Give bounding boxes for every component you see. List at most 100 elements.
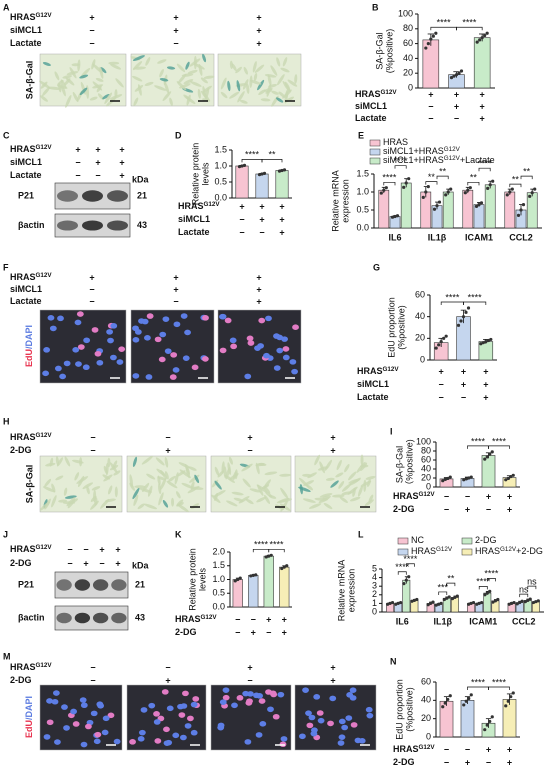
blot-band: [57, 220, 78, 231]
label: HRASG12V: [178, 201, 220, 212]
y-tick-label: 80: [403, 23, 413, 33]
nucleus: [289, 359, 297, 365]
cell: [51, 483, 56, 493]
significance-label: ****: [382, 173, 397, 183]
cell: [159, 78, 169, 82]
x-tick-label: ICAM1: [465, 232, 493, 242]
data-point: [536, 599, 540, 603]
treatment-mark: +: [282, 627, 287, 637]
data-point: [439, 339, 443, 344]
nucleus: [49, 325, 57, 332]
label-part: 2-DG: [10, 445, 32, 455]
nucleus: [83, 337, 91, 344]
micrograph: [126, 684, 207, 751]
data-point: [491, 600, 495, 604]
cell: [103, 474, 113, 482]
cell: [79, 87, 88, 96]
data-point: [449, 187, 453, 191]
cell: [264, 87, 273, 92]
data-point: [443, 477, 447, 481]
label: 2-DG: [10, 445, 32, 455]
cell: [203, 75, 215, 79]
blot-band: [56, 612, 72, 624]
cell: [330, 480, 339, 488]
cell: [66, 71, 79, 76]
micrograph: [130, 53, 215, 107]
cell: [252, 61, 257, 73]
data-point: [455, 594, 459, 598]
cell: [183, 79, 194, 85]
bar: [484, 184, 496, 229]
y-axis-label: Relative protein: [190, 143, 200, 206]
significance-bracket: [261, 159, 283, 163]
label: siMCL1: [357, 379, 389, 389]
nucleus: [177, 703, 184, 710]
cell: [51, 495, 57, 508]
cell: [185, 61, 190, 70]
treatment-mark: +: [75, 144, 80, 154]
cell: [115, 78, 124, 88]
cell: [302, 498, 316, 503]
legend-swatch: [369, 157, 381, 165]
superscript: G12V: [36, 662, 53, 669]
treatment-mark: −: [239, 214, 244, 224]
nucleus: [276, 347, 284, 354]
treatment-mark: +: [251, 627, 256, 637]
treatment-mark: −: [89, 296, 94, 306]
treatment-mark: −: [99, 558, 104, 568]
data-point: [464, 310, 468, 314]
cell: [268, 84, 278, 88]
data-point: [282, 168, 287, 172]
data-point: [426, 42, 430, 46]
treatment-mark: +: [256, 12, 261, 22]
data-point: [424, 46, 428, 50]
cell: [268, 494, 277, 499]
blot-band: [92, 612, 109, 624]
treatment-mark: −: [461, 392, 466, 402]
data-point: [446, 190, 450, 194]
micrograph: [130, 309, 215, 384]
data-point: [475, 602, 479, 606]
data-point: [485, 723, 489, 727]
data-point: [510, 601, 514, 606]
treatment-mark: −: [89, 38, 94, 48]
label: siMCL1+HRASG12V: [383, 146, 461, 157]
label: 2-DG: [475, 535, 497, 545]
blot-band: [92, 579, 109, 591]
blot-band: [56, 579, 72, 591]
nucleus: [80, 702, 88, 709]
data-point: [469, 601, 473, 606]
nucleus: [291, 368, 298, 375]
significance-bracket: [467, 181, 480, 186]
treatment-mark: +: [279, 201, 284, 211]
label-part: 2-DG: [175, 627, 197, 637]
cell: [129, 482, 136, 491]
treatment-mark: +: [439, 366, 444, 376]
label: siMCL1: [10, 157, 42, 167]
nucleus: [46, 719, 54, 726]
significance-label: ****: [492, 677, 507, 687]
y-tick-label: 1.5: [214, 144, 227, 154]
cell: [40, 95, 48, 102]
panel-letter: C: [3, 130, 10, 140]
bar: [504, 191, 516, 229]
cell: [257, 79, 265, 91]
superscript: G12V: [36, 432, 53, 439]
data-point: [429, 37, 433, 41]
data-point: [533, 187, 537, 191]
significance-bracket: [446, 582, 456, 587]
label: 2-DG: [10, 558, 32, 568]
cell: [144, 503, 158, 510]
nucleus: [190, 701, 198, 708]
data-point: [254, 573, 258, 577]
cell: [225, 466, 231, 480]
treatment-mark: −: [75, 170, 80, 180]
superscript: G12V: [444, 146, 461, 153]
nucleus: [85, 723, 92, 730]
treatment-mark: +: [239, 201, 244, 211]
cell: [109, 94, 123, 100]
data-point: [431, 600, 435, 604]
data-point: [282, 565, 286, 569]
nucleus: [118, 346, 126, 352]
cell: [271, 90, 279, 95]
